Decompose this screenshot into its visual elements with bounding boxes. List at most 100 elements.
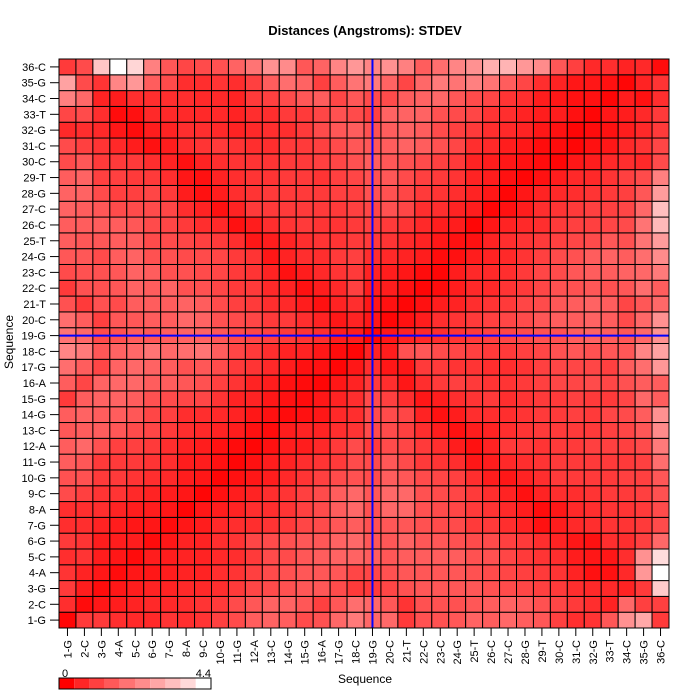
- heatmap-cell: [329, 580, 348, 597]
- heatmap-cell: [346, 453, 365, 471]
- heatmap-cell: [583, 263, 602, 281]
- heatmap-cell: [126, 153, 145, 171]
- heatmap-cell: [75, 358, 94, 376]
- heatmap-cell: [583, 58, 602, 76]
- heatmap-cell: [58, 184, 77, 202]
- heatmap-cell: [617, 485, 636, 503]
- heatmap-cell: [109, 548, 128, 566]
- heatmap-cell: [109, 501, 128, 518]
- heatmap-cell: [75, 390, 94, 408]
- heatmap-cell: [261, 279, 280, 297]
- heatmap-cell: [160, 90, 179, 107]
- heatmap-cell: [414, 169, 433, 186]
- heatmap-cell: [75, 279, 94, 297]
- heatmap-cell: [380, 216, 399, 234]
- heatmap-cell: [194, 516, 213, 534]
- heatmap-cell: [465, 295, 484, 313]
- heatmap-cell: [448, 279, 467, 297]
- heatmap-cell: [617, 516, 636, 534]
- heatmap-cell: [143, 406, 162, 424]
- heatmap-cell: [499, 453, 517, 471]
- heatmap-cell: [295, 200, 314, 218]
- heatmap-cell: [177, 485, 196, 503]
- heatmap-cell: [109, 295, 128, 313]
- heatmap-cell: [261, 564, 280, 582]
- heatmap-cell: [516, 516, 534, 534]
- heatmap-cell: [177, 137, 196, 155]
- heatmap-cell: [346, 216, 365, 234]
- heatmap-cell: [194, 58, 213, 76]
- heatmap-cell: [634, 184, 653, 202]
- heatmap-cell: [312, 295, 331, 313]
- heatmap-cell: [499, 137, 517, 155]
- heatmap-cell: [177, 595, 196, 613]
- heatmap-cell: [380, 263, 399, 281]
- heatmap-cell: [58, 548, 77, 566]
- heatmap-cell: [617, 580, 636, 597]
- heatmap-cell: [329, 105, 348, 123]
- heatmap-cell: [380, 58, 399, 76]
- heatmap-cell: [312, 121, 331, 139]
- heatmap-cell: [482, 390, 501, 408]
- heatmap-cell: [549, 469, 568, 487]
- heatmap-cell: [109, 564, 128, 582]
- heatmap-cell: [651, 453, 670, 471]
- heatmap-cell: [211, 485, 229, 503]
- heatmap-cell: [499, 548, 517, 566]
- heatmap-cell: [397, 469, 416, 487]
- heatmap-cell: [431, 611, 450, 629]
- heatmap-cell: [566, 169, 585, 186]
- heatmap-cell: [75, 200, 94, 218]
- heatmap-cell: [261, 184, 280, 202]
- heatmap-cell: [261, 58, 280, 76]
- heatmap-cell: [465, 216, 484, 234]
- heatmap-cell: [414, 295, 433, 313]
- heatmap-cell: [566, 58, 585, 76]
- heatmap-cell: [278, 90, 297, 107]
- heatmap-cell: [177, 358, 196, 376]
- heatmap-cell: [329, 516, 348, 534]
- heatmap-cell: [160, 343, 179, 360]
- heatmap-cell: [499, 169, 517, 186]
- heatmap-cell: [329, 374, 348, 392]
- heatmap-cell: [431, 121, 450, 139]
- heatmap-cell: [651, 422, 670, 439]
- heatmap-cell: [532, 469, 551, 487]
- heatmap-cell: [75, 169, 94, 186]
- heatmap-cell: [58, 437, 77, 455]
- heatmap-cell: [499, 200, 517, 218]
- heatmap-cell: [126, 564, 145, 582]
- heatmap-cell: [143, 200, 162, 218]
- heatmap-cell: [566, 501, 585, 518]
- heatmap-cell: [244, 390, 263, 408]
- heatmap-cell: [346, 595, 365, 613]
- heatmap-cell: [482, 216, 501, 234]
- heatmap-cell: [126, 358, 145, 376]
- heatmap-cell: [329, 548, 348, 566]
- heatmap-cell: [600, 184, 619, 202]
- heatmap-cell: [143, 516, 162, 534]
- heatmap-cell: [634, 516, 653, 534]
- heatmap-cell: [516, 390, 534, 408]
- x-tick-label: 23-C: [435, 640, 447, 664]
- heatmap-cell: [532, 58, 551, 76]
- heatmap-cell: [244, 343, 263, 360]
- heatmap-cell: [448, 390, 467, 408]
- heatmap-cell: [397, 105, 416, 123]
- heatmap-cell: [194, 390, 213, 408]
- heatmap-cell: [583, 105, 602, 123]
- heatmap-cell: [516, 74, 534, 92]
- heatmap-cell: [160, 453, 179, 471]
- heatmap-cell: [211, 580, 229, 597]
- heatmap-cell: [126, 532, 145, 550]
- heatmap-cell: [634, 485, 653, 503]
- heatmap-cell: [194, 422, 213, 439]
- heatmap-cell: [227, 311, 246, 329]
- legend-bin: [89, 678, 105, 689]
- heatmap-cell: [617, 137, 636, 155]
- heatmap-cell: [414, 485, 433, 503]
- heatmap-cell: [160, 279, 179, 297]
- heatmap-cell: [651, 248, 670, 265]
- heatmap-cell: [600, 611, 619, 629]
- heatmap-cell: [651, 232, 670, 250]
